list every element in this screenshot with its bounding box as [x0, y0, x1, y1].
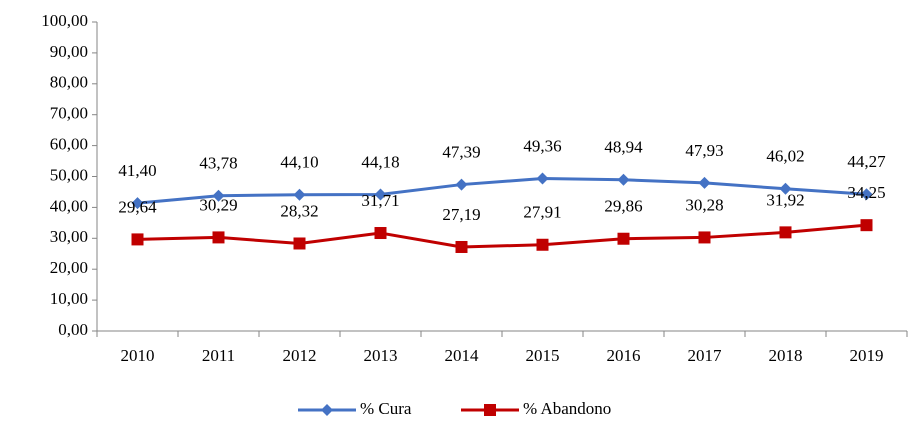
point: [779, 182, 792, 195]
y-tick-label: 10,00: [50, 289, 88, 308]
data-label: 34,25: [847, 183, 885, 202]
data-label: 30,28: [685, 195, 723, 214]
point: [212, 231, 225, 244]
point: [455, 178, 468, 191]
data-label: 27,19: [442, 205, 480, 224]
y-tick-label: 30,00: [50, 227, 88, 246]
data-label: 31,92: [766, 190, 804, 209]
x-tick-label: 2015: [526, 346, 560, 365]
point: [860, 188, 873, 201]
point: [455, 240, 468, 253]
point: [293, 237, 306, 250]
data-label: 41,40: [118, 161, 156, 180]
legend-label: % Cura: [360, 399, 412, 418]
data-label: 31,71: [361, 191, 399, 210]
data-label: 29,86: [604, 197, 642, 216]
data-label: 49,36: [523, 136, 561, 155]
point: [374, 188, 387, 201]
data-label: 43,78: [199, 154, 237, 173]
point: [617, 232, 630, 245]
y-tick-label: 70,00: [50, 104, 88, 123]
y-tick-label: 80,00: [50, 73, 88, 92]
legend-label: % Abandono: [523, 399, 611, 418]
point: [779, 226, 792, 239]
y-tick-label: 60,00: [50, 135, 88, 154]
x-tick-label: 2016: [607, 346, 641, 365]
data-label: 44,18: [361, 152, 399, 171]
point: [860, 219, 873, 232]
x-tick-label: 2010: [121, 346, 155, 365]
y-tick-label: 40,00: [50, 196, 88, 215]
x-tick-label: 2012: [283, 346, 317, 365]
point: [698, 176, 711, 189]
x-tick-label: 2011: [202, 346, 235, 365]
data-label: 28,32: [280, 201, 318, 220]
x-tick-label: 2017: [688, 346, 723, 365]
y-tick-label: 100,00: [41, 11, 88, 30]
data-label: 44,10: [280, 153, 318, 172]
point: [212, 189, 225, 202]
y-tick-label: 90,00: [50, 42, 88, 61]
data-label: 44,27: [847, 152, 886, 171]
x-tick-label: 2019: [850, 346, 884, 365]
x-tick-label: 2018: [769, 346, 803, 365]
data-label: 27,91: [523, 203, 561, 222]
data-label: 47,93: [685, 141, 723, 160]
y-tick-label: 20,00: [50, 258, 88, 277]
data-label: 47,39: [442, 142, 480, 161]
x-tick-label: 2014: [445, 346, 480, 365]
point: [617, 173, 630, 186]
legend-marker: [484, 404, 496, 416]
point: [293, 188, 306, 201]
point: [698, 231, 711, 244]
x-tick-label: 2013: [364, 346, 398, 365]
data-label: 48,94: [604, 138, 643, 157]
point: [131, 233, 144, 246]
point: [374, 227, 387, 240]
point: [131, 197, 144, 210]
data-label: 46,02: [766, 147, 804, 166]
y-tick-label: 0,00: [58, 320, 88, 339]
series-line: [137, 223, 867, 249]
legend-marker: [321, 404, 333, 416]
series-line: [137, 176, 867, 205]
point: [536, 238, 549, 251]
data-label: 30,29: [199, 195, 237, 214]
point: [536, 172, 549, 185]
data-label: 29,64: [118, 197, 157, 216]
y-tick-label: 50,00: [50, 165, 88, 184]
